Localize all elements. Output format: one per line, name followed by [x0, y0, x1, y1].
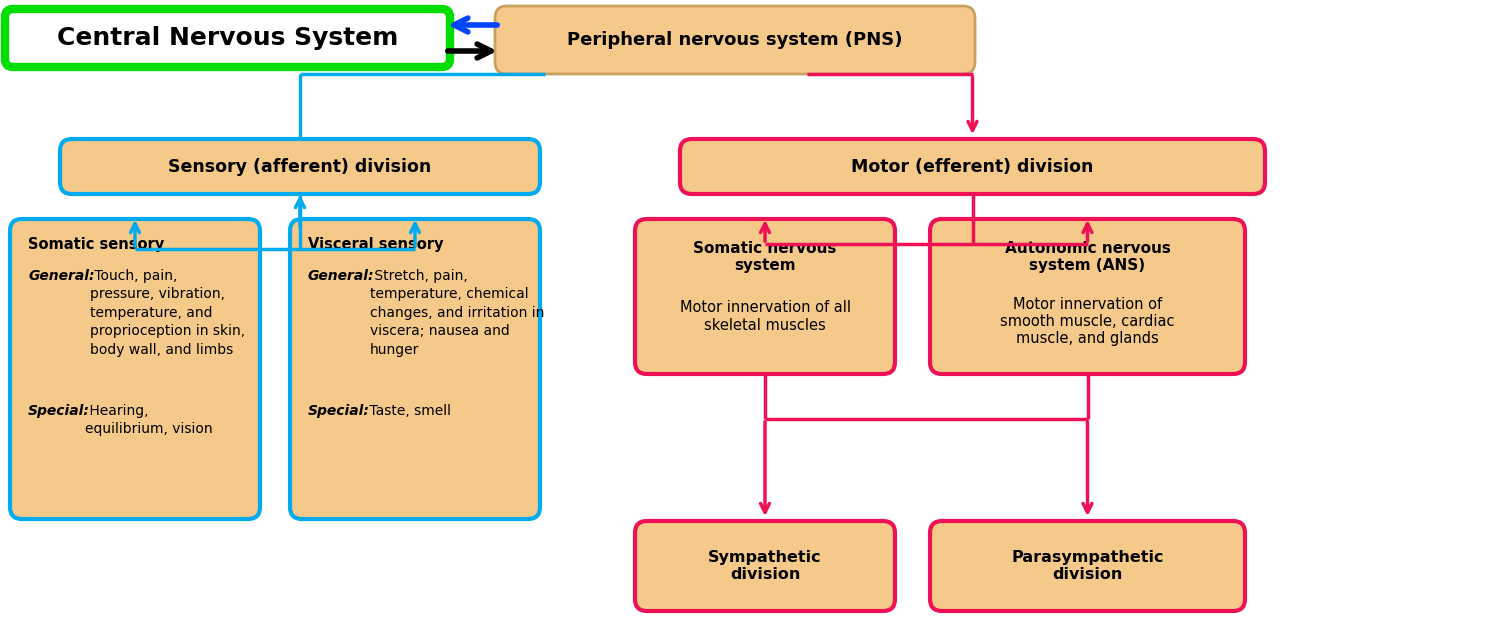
FancyBboxPatch shape [930, 219, 1245, 374]
Text: Central Nervous System: Central Nervous System [57, 26, 398, 50]
Text: Motor innervation of
smooth muscle, cardiac
muscle, and glands: Motor innervation of smooth muscle, card… [1000, 297, 1174, 347]
FancyBboxPatch shape [930, 521, 1245, 611]
Text: Hearing,
equilibrium, vision: Hearing, equilibrium, vision [86, 404, 213, 437]
Text: Touch, pain,
pressure, vibration,
temperature, and
proprioception in skin,
body : Touch, pain, pressure, vibration, temper… [90, 269, 244, 357]
Text: Stretch, pain,
temperature, chemical
changes, and irritation in
viscera; nausea : Stretch, pain, temperature, chemical cha… [370, 269, 544, 357]
Text: Motor innervation of all
skeletal muscles: Motor innervation of all skeletal muscle… [680, 300, 850, 333]
Text: Peripheral nervous system (PNS): Peripheral nervous system (PNS) [567, 31, 903, 49]
FancyBboxPatch shape [680, 139, 1264, 194]
FancyBboxPatch shape [634, 219, 896, 374]
FancyBboxPatch shape [60, 139, 540, 194]
Text: General:: General: [308, 269, 375, 283]
Text: Sensory (afferent) division: Sensory (afferent) division [168, 157, 432, 175]
Text: Somatic nervous
system: Somatic nervous system [693, 241, 837, 274]
Text: Parasympathetic
division: Parasympathetic division [1011, 550, 1164, 582]
Text: Visceral sensory: Visceral sensory [308, 237, 444, 252]
FancyBboxPatch shape [290, 219, 540, 519]
Text: Somatic sensory: Somatic sensory [28, 237, 165, 252]
FancyBboxPatch shape [4, 9, 450, 67]
Text: Sympathetic
division: Sympathetic division [708, 550, 822, 582]
Text: Motor (efferent) division: Motor (efferent) division [852, 157, 1094, 175]
Text: Autonomic nervous
system (ANS): Autonomic nervous system (ANS) [1005, 241, 1170, 274]
FancyBboxPatch shape [495, 6, 975, 74]
Text: Special:: Special: [308, 404, 370, 418]
FancyBboxPatch shape [634, 521, 896, 611]
Text: Taste, smell: Taste, smell [364, 404, 452, 418]
Text: General:: General: [28, 269, 94, 283]
Text: Special:: Special: [28, 404, 90, 418]
FancyBboxPatch shape [10, 219, 260, 519]
